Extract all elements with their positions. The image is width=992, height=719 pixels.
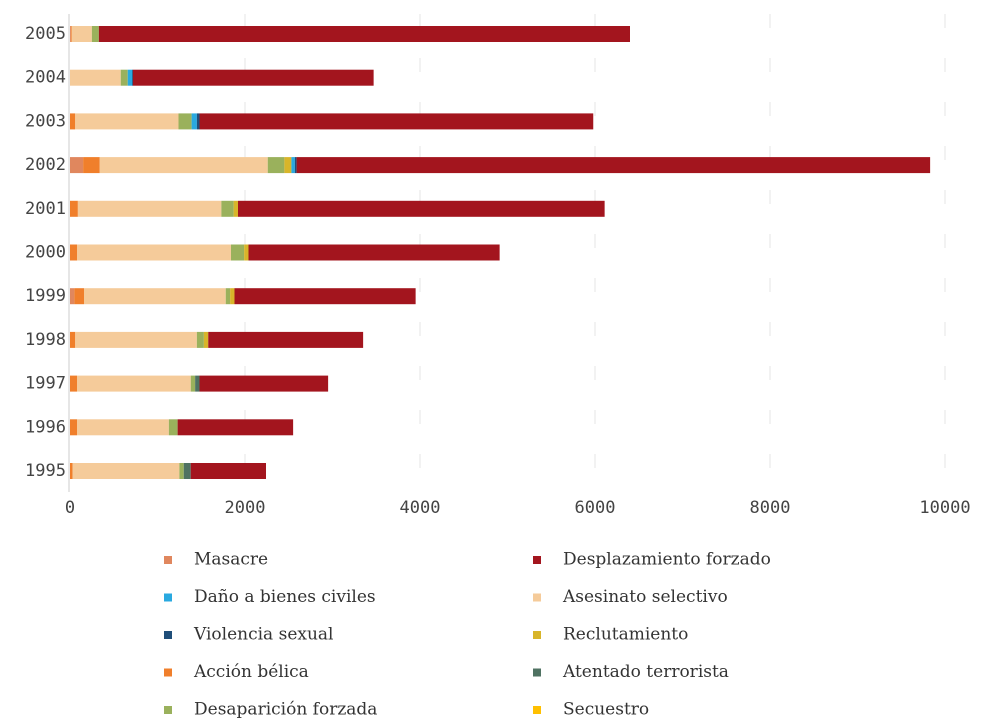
y-tick-label: 1996 bbox=[25, 417, 66, 437]
legend-label: Reclutamiento bbox=[563, 625, 688, 645]
legend-marker bbox=[164, 631, 172, 639]
y-tick-label: 1998 bbox=[25, 330, 66, 350]
bar-segment bbox=[168, 419, 178, 436]
bar-segment bbox=[238, 200, 605, 217]
bar-segment bbox=[132, 69, 133, 86]
y-tick-label: 2003 bbox=[25, 111, 66, 131]
bar-segment bbox=[284, 157, 292, 174]
bar-segment bbox=[70, 463, 73, 479]
bar-segment bbox=[221, 200, 234, 217]
bar-segment bbox=[77, 375, 191, 392]
bar-segment bbox=[296, 157, 931, 174]
legend-label: Desplazamiento forzado bbox=[563, 550, 771, 570]
bar-segment bbox=[231, 244, 245, 261]
y-tick-label: 2000 bbox=[25, 243, 66, 263]
bar-segment bbox=[190, 375, 196, 392]
bar-segment bbox=[77, 244, 231, 261]
bar-segment bbox=[183, 463, 191, 479]
bar-segment bbox=[71, 26, 92, 42]
bar-segment bbox=[196, 113, 200, 130]
legend-marker bbox=[533, 706, 541, 714]
legend-label: Desaparición forzada bbox=[194, 700, 377, 719]
y-tick-label: 1997 bbox=[25, 374, 66, 394]
bar-segment bbox=[70, 26, 71, 42]
bar-segment bbox=[244, 244, 249, 261]
bar-segment bbox=[234, 288, 416, 305]
x-tick-label: 8000 bbox=[750, 498, 791, 518]
bar-segment bbox=[127, 69, 133, 86]
bar-segment bbox=[77, 419, 169, 436]
bar-segment bbox=[70, 419, 77, 436]
x-tick-label: 6000 bbox=[575, 498, 616, 518]
bar-segment bbox=[191, 113, 197, 130]
bar-segment bbox=[233, 200, 238, 217]
bar-segment bbox=[190, 463, 266, 479]
legend-label: Secuestro bbox=[563, 700, 649, 719]
bar-segment bbox=[70, 113, 76, 130]
bar-segment bbox=[70, 244, 77, 261]
legend-marker bbox=[164, 668, 172, 677]
legend-marker bbox=[533, 631, 541, 639]
bar-segment bbox=[99, 157, 268, 174]
x-tick-label: 0 bbox=[65, 498, 75, 518]
y-tick-label: 2001 bbox=[25, 199, 66, 219]
legend-marker bbox=[533, 556, 541, 564]
y-tick-label: 2004 bbox=[25, 68, 66, 88]
legend-marker bbox=[164, 593, 172, 602]
bar-segment bbox=[70, 69, 121, 86]
y-tick-label: 2002 bbox=[25, 155, 66, 175]
bar-segment bbox=[84, 288, 226, 305]
bar-segment bbox=[178, 113, 192, 130]
legend-label: Acción bélica bbox=[193, 662, 309, 682]
bar-segment bbox=[179, 463, 184, 479]
y-tick-label: 1999 bbox=[25, 286, 66, 306]
legend-label: Daño a bienes civiles bbox=[194, 587, 376, 607]
bar-segment bbox=[91, 26, 99, 42]
x-tick-label: 4000 bbox=[400, 498, 441, 518]
bar-segment bbox=[196, 331, 204, 348]
legend-label: Atentado terrorista bbox=[562, 662, 729, 682]
legend-marker bbox=[164, 706, 172, 714]
bar-segment bbox=[120, 69, 128, 86]
legend-marker bbox=[164, 556, 172, 564]
bar-segment bbox=[70, 331, 76, 348]
legend-marker bbox=[533, 668, 541, 677]
bar-segment bbox=[133, 69, 374, 86]
x-tick-label: 10000 bbox=[919, 498, 970, 518]
bar-segment bbox=[70, 375, 77, 392]
bar-segment bbox=[72, 463, 180, 479]
bar-segment bbox=[75, 113, 179, 130]
bar-segment bbox=[230, 288, 235, 305]
bar-segment bbox=[225, 288, 231, 305]
bar-segment bbox=[77, 200, 222, 217]
bar-segment bbox=[75, 331, 197, 348]
bar-segment bbox=[177, 419, 294, 436]
bar-segment bbox=[70, 157, 84, 174]
bar-segment bbox=[74, 288, 84, 305]
bar-segment bbox=[267, 157, 285, 174]
legend-label: Violencia sexual bbox=[193, 625, 334, 645]
bar-segment bbox=[70, 288, 75, 305]
legend-label: Asesinato selectivo bbox=[562, 587, 728, 607]
bar-segment bbox=[70, 200, 78, 217]
bar-segment bbox=[291, 157, 295, 174]
y-tick-label: 2005 bbox=[25, 24, 66, 44]
x-tick-label: 2000 bbox=[225, 498, 266, 518]
bar-segment bbox=[203, 331, 209, 348]
bar-segment bbox=[199, 375, 329, 392]
bar-segment bbox=[195, 375, 200, 392]
bar-segment bbox=[70, 26, 72, 42]
bar-segment bbox=[208, 331, 364, 348]
bar-segment bbox=[199, 113, 594, 130]
legend-label: Masacre bbox=[194, 550, 268, 570]
bar-segment bbox=[83, 157, 100, 174]
bar-segment bbox=[248, 244, 500, 261]
bar-segment bbox=[98, 26, 630, 42]
y-tick-label: 1995 bbox=[25, 461, 66, 481]
bar-segment bbox=[294, 157, 297, 174]
legend-marker bbox=[533, 593, 541, 602]
